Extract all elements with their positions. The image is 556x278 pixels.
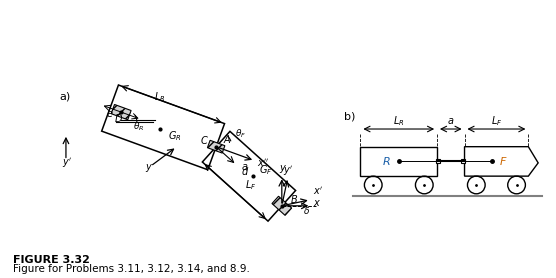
Text: $A$: $A$	[223, 133, 231, 145]
Polygon shape	[272, 196, 292, 215]
Text: $a$: $a$	[241, 162, 248, 172]
Text: $a$: $a$	[447, 116, 454, 126]
Text: $x''$: $x''$	[257, 157, 269, 169]
Text: a): a)	[59, 91, 70, 101]
Text: $C$: $C$	[200, 134, 209, 146]
Text: $x'$: $x'$	[312, 185, 323, 197]
Polygon shape	[207, 140, 225, 153]
Text: $G_R$: $G_R$	[168, 129, 181, 143]
Text: $F$: $F$	[499, 155, 508, 167]
Polygon shape	[111, 105, 131, 120]
Text: $d$: $d$	[241, 165, 249, 177]
Text: $D$: $D$	[113, 112, 123, 124]
Bar	[436, 160, 440, 163]
Text: $x$: $x$	[313, 198, 321, 208]
Text: Figure for Problems 3.11, 3.12, 3.14, and 8.9.: Figure for Problems 3.11, 3.12, 3.14, an…	[13, 264, 250, 274]
Text: $y$: $y$	[279, 163, 287, 175]
Text: $L_F$: $L_F$	[245, 179, 256, 192]
Text: $\delta$: $\delta$	[304, 205, 310, 216]
Text: $\theta_F$: $\theta_F$	[235, 128, 246, 140]
Text: $y$: $y$	[146, 162, 153, 174]
Text: $\theta_R$: $\theta_R$	[133, 121, 144, 133]
Text: b): b)	[344, 111, 355, 121]
Bar	[460, 160, 464, 163]
Text: $L_R$: $L_R$	[393, 114, 405, 128]
Text: $L_R$: $L_R$	[154, 90, 166, 104]
Bar	[360, 147, 437, 176]
Text: $e$: $e$	[106, 109, 113, 119]
Text: $B$: $B$	[290, 193, 298, 205]
Text: $R$: $R$	[382, 155, 391, 167]
Text: $G_F$: $G_F$	[259, 163, 272, 177]
Text: $y'$: $y'$	[283, 164, 294, 178]
Text: FIGURE 3.32: FIGURE 3.32	[13, 255, 90, 265]
Text: $y'$: $y'$	[62, 157, 72, 170]
Text: $L_F$: $L_F$	[491, 114, 502, 128]
